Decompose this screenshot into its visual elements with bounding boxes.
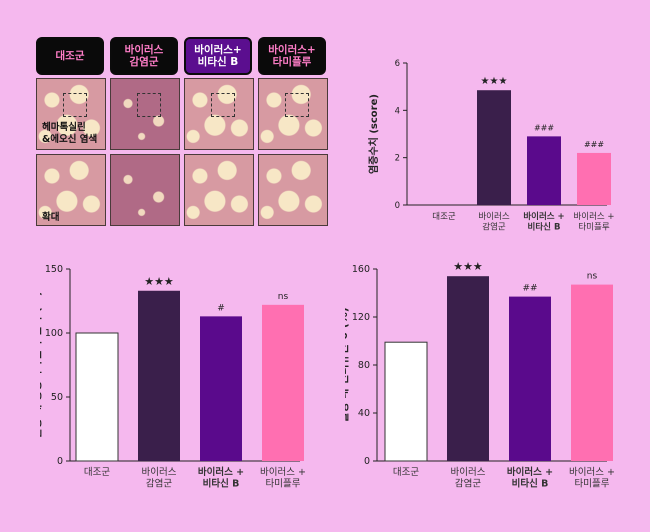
category-label: 바이러스 +: [198, 466, 244, 478]
category-label: 비타신 B: [512, 478, 549, 490]
significance-label: ###: [584, 140, 604, 149]
y-tick-label: 120: [352, 312, 370, 323]
significance-label: ★★★: [481, 76, 508, 87]
category-label: 대조군: [432, 212, 456, 222]
significance-label: ###: [534, 123, 554, 132]
category-label: 바이러스 +: [573, 211, 614, 222]
y-tick-label: 0: [395, 201, 400, 211]
group-tabs: 대조군 바이러스 감염군 바이러스+ 비타신 B 바이러스+ 타미플루: [36, 37, 326, 75]
category-label: 타미플루: [266, 479, 301, 490]
category-label: 바이러스: [142, 467, 177, 478]
y-tick-label: 6: [395, 59, 400, 69]
histology-image-tamiflu-zoom: [258, 154, 328, 226]
y-tick-label: 80: [358, 360, 370, 371]
y-axis-label: 염증수치 (score): [367, 94, 380, 174]
category-label: 타미플루: [578, 223, 609, 233]
histology-image-vitacin-zoom: [184, 154, 254, 226]
y-tick-label: 2: [395, 154, 400, 164]
histology-image-control-zoom: [36, 154, 106, 226]
category-label: 바이러스 +: [523, 211, 564, 222]
tab-virus: 바이러스 감염군: [110, 37, 178, 75]
histology-image-tamiflu-he: [258, 78, 328, 150]
bar: [577, 152, 611, 205]
significance-label: ns: [278, 292, 289, 302]
significance-label: ns: [587, 272, 598, 282]
histology-image-virus-he: [110, 78, 180, 150]
tab-virus-vitacin: 바이러스+ 비타신 B: [184, 37, 252, 75]
y-tick-label: 40: [358, 408, 370, 419]
category-label: 감염군: [146, 478, 172, 490]
category-label: 바이러스: [478, 211, 509, 222]
y-tick-label: 160: [352, 264, 370, 275]
category-label: 타미플루: [575, 479, 610, 490]
y-tick-label: 150: [45, 264, 63, 275]
bar: [384, 341, 428, 462]
bar: [571, 284, 613, 461]
y-tick-label: 0: [57, 456, 63, 467]
y-axis-label: 혈청 내 인터류킨-6 (%): [345, 307, 350, 423]
bar: [75, 332, 119, 462]
significance-label: ★★★: [144, 275, 174, 288]
y-tick-label: 4: [395, 106, 400, 116]
y-tick-label: 0: [364, 456, 370, 467]
histology-grid: 헤마톡실린 &에오신 염색 확대: [36, 78, 328, 228]
histology-image-virus-zoom: [110, 154, 180, 226]
tab-virus-tamiflu: 바이러스+ 타미플루: [258, 37, 326, 75]
significance-label: ##: [522, 284, 537, 294]
bar: [262, 304, 304, 461]
category-label: 바이러스 +: [260, 467, 306, 478]
category-label: 대조군: [393, 467, 419, 478]
histology-image-vitacin-he: [184, 78, 254, 150]
y-tick-label: 50: [51, 392, 63, 403]
y-tick-label: 100: [45, 328, 63, 339]
category-label: 감염군: [455, 478, 481, 490]
bar: [477, 90, 511, 205]
bar: [447, 276, 489, 461]
category-label: 대조군: [84, 467, 110, 478]
tab-control: 대조군: [36, 37, 104, 75]
category-label: 바이러스: [451, 467, 486, 478]
category-label: 비타신 B: [528, 222, 561, 233]
tnf-alpha-chart: 0 50 100 150 혈청 내 종양괴사인자 알파 (%) 대조군 ★★★ 바이러스감염군…: [40, 264, 306, 490]
histology-row2-label: 확대: [42, 212, 60, 223]
bar: [509, 296, 551, 461]
bar: [527, 136, 561, 205]
y-axis-label: 혈청 내 종양괴사인자 알파 (%): [40, 291, 43, 439]
significance-label: #: [217, 303, 225, 313]
bar: [138, 290, 180, 461]
histology-row1-label: 헤마톡실린 &에오신 염색: [42, 122, 98, 145]
category-label: 비타신 B: [203, 478, 240, 490]
category-label: 바이러스 +: [507, 466, 553, 478]
category-label: 감염군: [482, 222, 506, 233]
histology-image-control-he: [36, 78, 106, 150]
significance-label: ★★★: [453, 260, 483, 273]
category-label: 바이러스 +: [569, 467, 615, 478]
bar: [200, 316, 242, 461]
